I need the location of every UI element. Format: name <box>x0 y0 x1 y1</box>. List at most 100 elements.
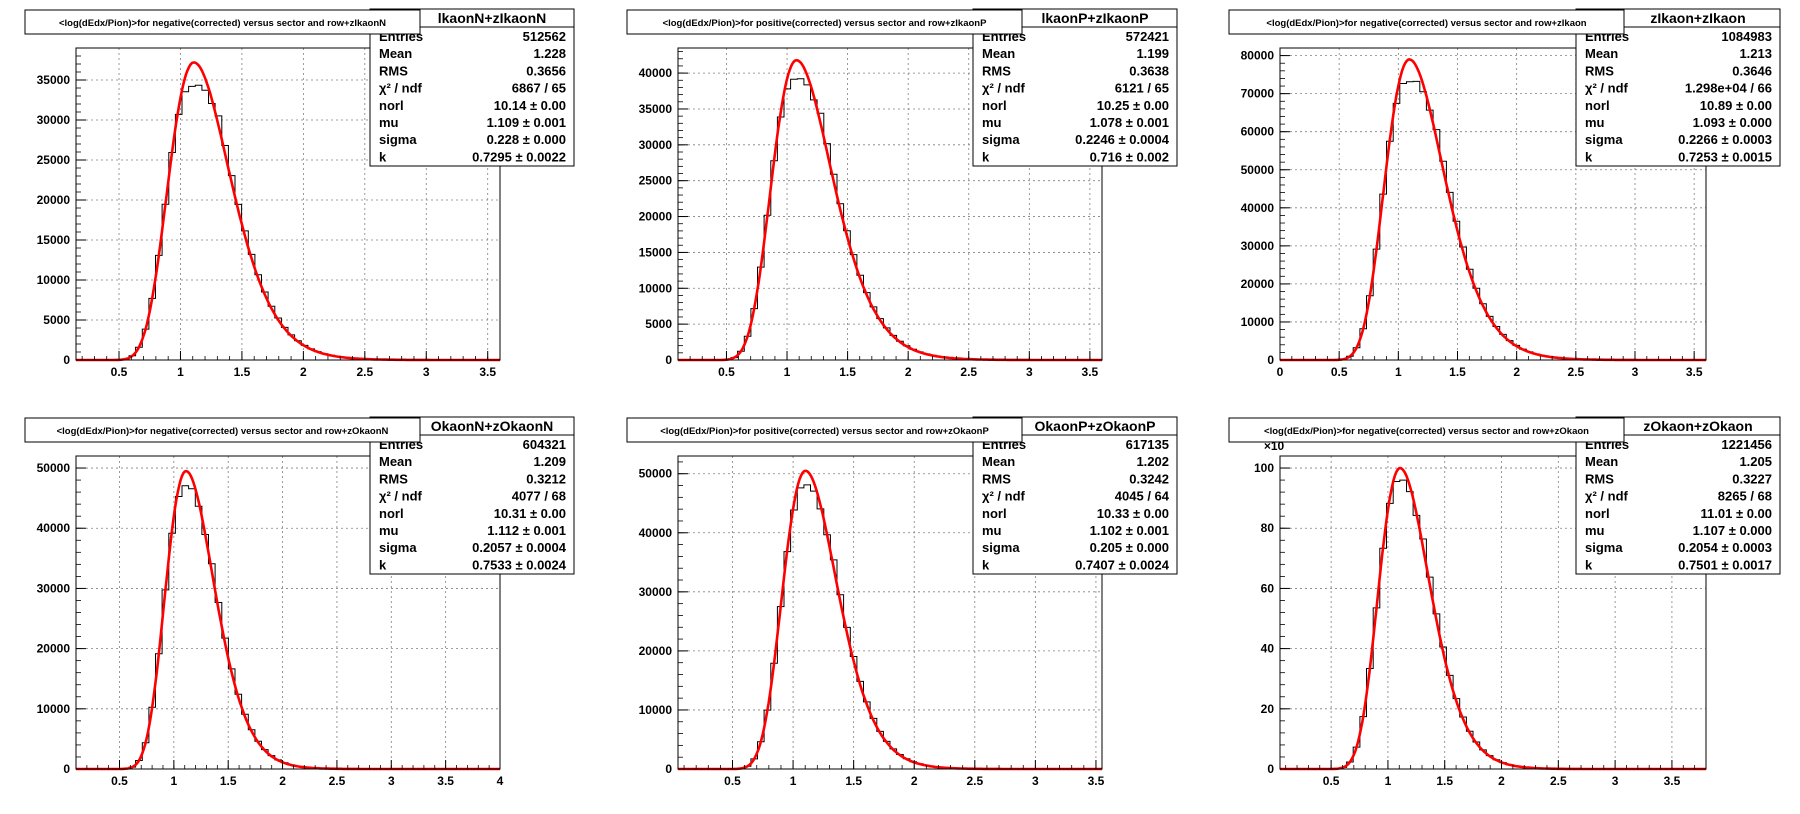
stats-label: RMS <box>379 63 408 78</box>
y-tick-label: 10000 <box>639 281 673 295</box>
stats-value: 0.3242 <box>1129 471 1169 486</box>
stats-label: k <box>1585 557 1593 572</box>
stats-value: 0.7253 ± 0.0015 <box>1678 149 1772 164</box>
stats-box <box>1575 8 1781 167</box>
x-tick-label: 2.5 <box>1550 774 1567 788</box>
x-tick-label: 1.5 <box>220 774 237 788</box>
x-tick-label: 4 <box>497 774 504 788</box>
x-tick-label: 2.5 <box>329 774 346 788</box>
y-tick-label: 30000 <box>37 581 71 595</box>
stats-value: 0.2054 ± 0.0003 <box>1678 540 1772 555</box>
stats-value: 1.298e+04 / 66 <box>1685 81 1772 96</box>
y-tick-label: 15000 <box>639 245 673 259</box>
title-box <box>626 9 1023 35</box>
stats-label: norl <box>1585 506 1610 521</box>
stats-value: 1.109 ± 0.001 <box>487 115 566 130</box>
stats-label: Mean <box>379 454 412 469</box>
x-tick-label: 2.5 <box>960 365 977 379</box>
stats-value: 1.102 ± 0.001 <box>1090 523 1169 538</box>
stats-label: RMS <box>982 471 1011 486</box>
y-tick-label: 50000 <box>1241 163 1275 177</box>
x-tick-label: 2 <box>905 365 912 379</box>
y-tick-label: 10000 <box>1241 315 1275 329</box>
stats-value: 1.199 <box>1136 46 1169 61</box>
stats-value: 0.7501 ± 0.0017 <box>1678 557 1772 572</box>
stats-label: k <box>1585 149 1593 164</box>
x-tick-label: 3.5 <box>1686 365 1703 379</box>
y-tick-label: 30000 <box>639 138 673 152</box>
stats-label: Mean <box>982 454 1015 469</box>
stats-label: norl <box>379 506 404 521</box>
y-tick-label: 0 <box>665 762 672 776</box>
stats-label: mu <box>1585 523 1605 538</box>
stats-label: sigma <box>982 540 1020 555</box>
x-tick-label: 2.5 <box>966 774 983 788</box>
x-tick-label: 3.5 <box>437 774 454 788</box>
title-box <box>1228 417 1625 443</box>
stats-value: 1.112 ± 0.001 <box>487 523 566 538</box>
stats-label: sigma <box>982 132 1020 147</box>
stats-value: 4077 / 68 <box>512 489 566 504</box>
y-tick-label: 40000 <box>639 526 673 540</box>
x-tick-label: 3 <box>1026 365 1033 379</box>
stats-label: RMS <box>1585 63 1614 78</box>
stats-label: sigma <box>379 540 417 555</box>
stats-value: 6867 / 65 <box>512 81 566 96</box>
stats-value: 0.2246 ± 0.0004 <box>1075 132 1170 147</box>
x-tick-label: 0.5 <box>111 365 128 379</box>
x-tick-label: 2 <box>1513 365 1520 379</box>
y-tick-label: 20000 <box>1241 277 1275 291</box>
y-tick-label: 20000 <box>37 193 71 207</box>
y-tick-label: 20 <box>1261 702 1275 716</box>
stats-value: 0.2266 ± 0.0003 <box>1678 132 1772 147</box>
stats-value: 1.107 ± 0.000 <box>1693 523 1772 538</box>
y-tick-label: 40000 <box>1241 201 1275 215</box>
stats-value: 0.228 ± 0.000 <box>487 132 566 147</box>
stats-value: 1.202 <box>1136 454 1169 469</box>
histogram-panel-3: 0 0.5 1 1.5 2 2.5 3 3.5 0 10000 20000 30000 40000 500… <box>1228 8 1781 379</box>
stats-label: norl <box>982 98 1007 113</box>
y-tick-label: 30000 <box>1241 239 1275 253</box>
stats-value: 1084983 <box>1721 29 1772 44</box>
stats-title: lkaonN+zIkaonN <box>438 10 547 26</box>
x-tick-label: 0.5 <box>1323 774 1340 788</box>
x-tick-label: 0.5 <box>718 365 735 379</box>
x-tick-label: 2 <box>1498 774 1505 788</box>
y-tick-label: 0 <box>665 353 672 367</box>
histogram-panel-2: 0.5 1 1.5 2 2.5 3 3.5 0 5000 10000 15000 20000 25000… <box>626 8 1178 379</box>
stats-box <box>369 416 575 575</box>
stats-value: 8265 / 68 <box>1718 489 1772 504</box>
stats-label: mu <box>982 523 1002 538</box>
stats-label: Mean <box>1585 454 1618 469</box>
stats-value: 10.33 ± 0.00 <box>1097 506 1169 521</box>
stats-value: 0.7533 ± 0.0024 <box>472 557 567 572</box>
y-tick-label: 80000 <box>1241 49 1275 63</box>
stats-value: 572421 <box>1126 29 1169 44</box>
x-tick-label: 3.5 <box>479 365 496 379</box>
x-tick-label: 3 <box>1612 774 1619 788</box>
stats-title: lkaonP+zIkaonP <box>1042 10 1149 26</box>
stats-label: norl <box>1585 98 1610 113</box>
stats-title: zOkaon+zOkaon <box>1643 418 1752 434</box>
x-tick-label: 0 <box>1277 365 1284 379</box>
stats-label: χ² / ndf <box>1585 489 1629 504</box>
x-tick-label: 3 <box>423 365 430 379</box>
stats-value: 0.3646 <box>1732 63 1772 78</box>
stats-value: 0.7295 ± 0.0022 <box>472 149 566 164</box>
stats-label: k <box>982 149 990 164</box>
stats-label: χ² / ndf <box>379 81 423 96</box>
y-tick-label: 0 <box>63 353 70 367</box>
x-tick-label: 1.5 <box>1436 774 1453 788</box>
stats-value: 10.14 ± 0.00 <box>494 98 566 113</box>
stats-value: 4045 / 64 <box>1115 489 1170 504</box>
plot-frame <box>677 47 1103 361</box>
y-tick-label: 40 <box>1261 642 1275 656</box>
stats-label: Mean <box>379 46 412 61</box>
x-tick-label: 3.5 <box>1664 774 1681 788</box>
histogram-panel-4: 0.5 1 1.5 2 2.5 3 3.5 4 0 10000 20000 30000 40000 500… <box>24 416 575 788</box>
stats-label: norl <box>982 506 1007 521</box>
stats-title: OkaonN+zOkaonN <box>431 418 554 434</box>
x-tick-label: 2.5 <box>356 365 373 379</box>
stats-label: Mean <box>982 46 1015 61</box>
stats-label: χ² / ndf <box>982 81 1026 96</box>
